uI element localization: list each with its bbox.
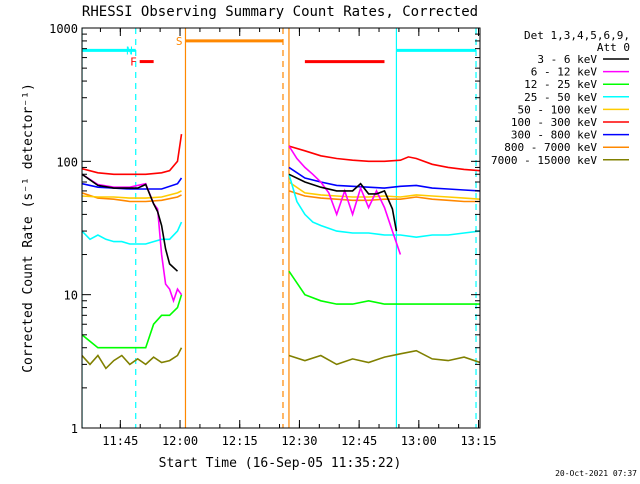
series-100-300-kev-line-1	[288, 145, 480, 172]
series-12-25-kev-line-0	[82, 294, 183, 349]
flag-label-s: S	[176, 35, 183, 48]
x-tick-label: 12:30	[281, 434, 317, 448]
legend-label: 100 - 300 keV	[511, 116, 597, 129]
footer-timestamp: 20-Oct-2021 07:37	[555, 469, 637, 478]
legend-label: 6 - 12 keV	[531, 66, 598, 79]
flag-label-f: F	[130, 56, 137, 69]
legend-label: 50 - 100 keV	[518, 103, 598, 116]
series-25-50-kev-line-0	[82, 221, 183, 245]
legend-label: 3 - 6 keV	[537, 53, 597, 66]
legend-label: 25 - 50 keV	[524, 91, 597, 104]
legend-header-detectors: Det 1,3,4,5,6,9,	[524, 29, 630, 42]
y-tick-label: 10	[64, 289, 78, 303]
x-tick-label: 12:15	[222, 434, 258, 448]
series-25-50-kev-line-1	[288, 174, 480, 239]
legend-label: 7000 - 15000 keV	[491, 154, 597, 167]
y-tick-label: 1000	[49, 22, 78, 36]
series-50-100-kev-line-1	[288, 181, 480, 200]
legend-header-attenuator: Att 0	[597, 41, 630, 54]
series-7000-15000-kev-line-0	[82, 347, 183, 370]
series-12-25-kev-line-1	[288, 270, 480, 305]
plot-area	[82, 28, 480, 428]
x-tick-label: 13:00	[401, 434, 437, 448]
series-800-7000-kev-line-1	[288, 190, 480, 203]
flag-label-n: N	[126, 44, 133, 57]
x-tick-label: 12:00	[162, 434, 198, 448]
x-axis-label: Start Time (16-Sep-05 11:35:22)	[159, 456, 402, 471]
series-800-7000-kev-line-0	[82, 192, 182, 203]
y-axis-label: Corrected Count Rate (s⁻¹ detector⁻¹)	[21, 83, 36, 373]
series-100-300-kev-line-0	[82, 133, 183, 176]
legend-label: 12 - 25 keV	[524, 78, 597, 91]
series-3-6-kev-line-0	[82, 173, 179, 272]
series-6-12-kev-line-0	[82, 173, 183, 304]
legend-label: 800 - 7000 keV	[504, 141, 597, 154]
plot-frame	[81, 27, 481, 429]
x-tick-label: 12:45	[341, 434, 377, 448]
axes: NF S 11:45 12:00 12:15 12:30 12:45 13:00 13:15 1 1…	[49, 22, 496, 448]
series-50-100-kev-line-0	[82, 190, 182, 199]
legend-label: 300 - 800 keV	[511, 129, 597, 142]
series-3-6-kev-line-1	[288, 173, 398, 232]
y-tick-label: 1	[71, 422, 78, 436]
x-tick-label: 11:45	[102, 434, 138, 448]
y-tick-label: 100	[56, 155, 78, 169]
chart-title: RHESSI Observing Summary Count Rates, Co…	[82, 4, 478, 20]
series-7000-15000-kev-line-1	[288, 349, 480, 366]
series-300-800-kev-line-0	[82, 177, 183, 190]
x-tick-label: 13:15	[460, 434, 496, 448]
